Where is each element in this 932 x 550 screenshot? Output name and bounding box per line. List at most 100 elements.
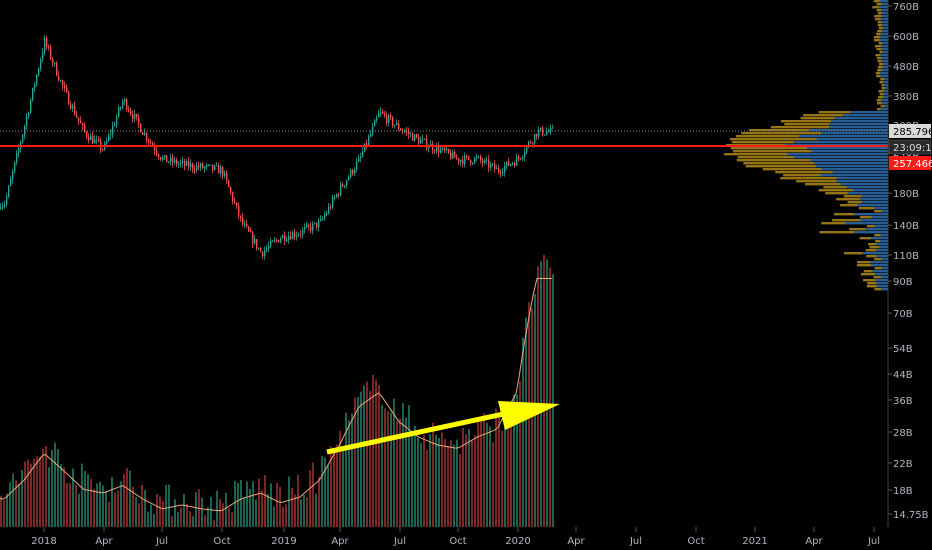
x-tick-label: Oct <box>449 536 466 547</box>
volume-bar <box>519 380 521 527</box>
volume-bar <box>540 261 542 527</box>
candle-body <box>394 124 396 126</box>
arrow-head <box>498 401 560 430</box>
trend-arrow[interactable] <box>326 401 560 455</box>
candle-body <box>326 213 328 216</box>
volume-bar <box>285 504 287 527</box>
y-tick-label: 380B <box>893 92 919 103</box>
candle-body <box>90 135 92 141</box>
volume-bar <box>486 422 488 527</box>
candle-body <box>378 113 380 118</box>
y-tick-label: 36B <box>893 396 913 407</box>
candle-body <box>344 185 346 187</box>
volume-profile-sell <box>863 270 873 273</box>
candle-body <box>264 250 266 257</box>
candle-body <box>502 172 504 174</box>
candle-body <box>182 161 184 163</box>
volume-bar <box>102 485 104 527</box>
volume-profile-buy <box>847 192 888 195</box>
volume-profile-buy <box>876 282 888 285</box>
volume-profile-buy <box>820 174 888 177</box>
candle-body <box>540 127 542 131</box>
volume-bar <box>375 379 377 527</box>
volume-profile-buy <box>882 27 888 30</box>
volume-bar <box>243 497 245 527</box>
volume-profile-sell <box>876 99 882 102</box>
candle-body <box>58 75 60 81</box>
candle-body <box>176 159 178 165</box>
volume-bar <box>405 417 407 527</box>
volume-bar <box>222 503 224 527</box>
volume-profile-sell <box>881 84 884 87</box>
volume-profile-buy <box>881 48 888 51</box>
y-tick-label: 90B <box>893 277 913 288</box>
volume-bar <box>63 467 65 527</box>
volume-bar <box>81 463 83 527</box>
volume-profile-buy <box>881 60 888 63</box>
candle-body <box>18 148 20 154</box>
candle-body <box>526 145 528 153</box>
candle-body <box>230 187 232 193</box>
volume-bar <box>552 274 554 527</box>
candle-body <box>96 139 98 141</box>
volume-profile-buy <box>811 150 888 153</box>
candle-body <box>158 154 160 158</box>
volume-profile-sell <box>873 0 880 3</box>
x-tick-label: 2019 <box>271 536 296 547</box>
volume-profile-sell <box>866 255 878 258</box>
x-tick-label: Jul <box>155 536 168 547</box>
candle-body <box>484 159 486 163</box>
volume-profile-sell <box>878 27 883 30</box>
candle-body <box>340 184 342 195</box>
candle-body <box>162 157 164 160</box>
x-tick-label: Apr <box>331 536 349 547</box>
volume-profile-buy <box>852 189 888 192</box>
candle-body <box>376 117 378 121</box>
candle-body <box>72 105 74 109</box>
candle-body <box>294 232 296 237</box>
candle-body <box>408 131 410 135</box>
candle-body <box>88 136 90 141</box>
x-tick-label: Apr <box>95 536 113 547</box>
price-badges: 285.796B 23:09:19 257.466B <box>888 124 932 170</box>
volume-bar <box>174 499 176 527</box>
volume-profile-sell <box>877 12 882 15</box>
volume-bar <box>33 458 35 527</box>
volume-profile-sell <box>770 126 830 129</box>
volume-profile-sell <box>784 123 829 126</box>
candle-body <box>438 146 440 153</box>
candle-body <box>40 59 42 69</box>
volume-profile-sell <box>724 153 788 156</box>
volume-bar <box>492 442 494 527</box>
candle-body <box>260 248 262 252</box>
volume-profile-buy <box>881 99 888 102</box>
volume-bar <box>309 470 311 527</box>
volume-bar <box>348 420 350 527</box>
y-tick-label: 140B <box>893 221 919 232</box>
volume-profile-sell <box>729 138 817 141</box>
volume-bar <box>30 463 32 527</box>
volume-profile-sell <box>874 267 882 270</box>
volume-profile-sell <box>866 225 875 228</box>
candle-body <box>248 226 250 232</box>
volume-profile-buy <box>787 153 888 156</box>
candle-body <box>422 139 424 141</box>
volume-bar <box>423 434 425 527</box>
volume-profile-buy <box>872 270 888 273</box>
candle-body <box>210 164 212 166</box>
candle-body <box>174 159 176 163</box>
candle-body <box>178 163 180 165</box>
candle-body <box>330 206 332 208</box>
candle-body <box>196 165 198 171</box>
volume-bar <box>15 480 17 527</box>
candle-body <box>214 165 216 170</box>
volume-profile-sell <box>878 63 884 66</box>
volume-profile-sell <box>876 33 881 36</box>
x-tick-label: Jul <box>393 536 406 547</box>
y-tick-label: 28B <box>893 428 913 439</box>
volume-bar <box>228 508 230 527</box>
volume-profile-sell <box>878 96 884 99</box>
candle-body <box>22 134 24 143</box>
volume-bar <box>438 438 440 527</box>
